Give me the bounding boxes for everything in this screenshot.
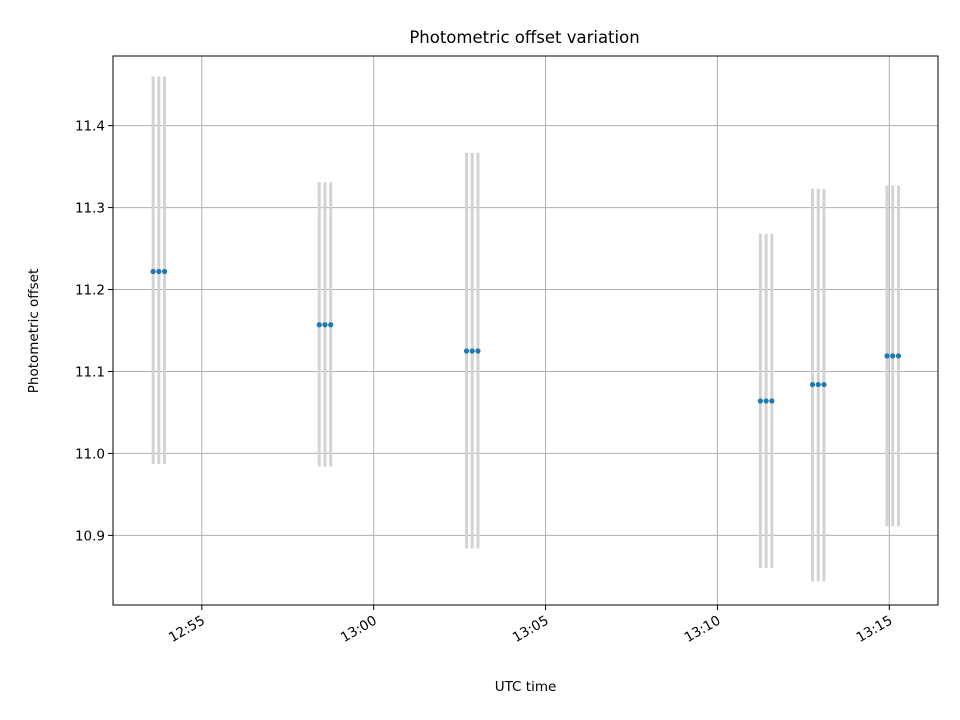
data-point — [884, 353, 890, 359]
data-point — [475, 348, 481, 354]
y-tick-label: 11.0 — [75, 446, 105, 462]
data-point — [763, 398, 769, 404]
chart-title: Photometric offset variation — [409, 28, 639, 47]
data-point — [322, 322, 328, 328]
data-point — [328, 322, 334, 328]
data-point — [769, 398, 775, 404]
y-tick-label: 10.9 — [75, 528, 105, 544]
y-tick-label: 11.2 — [75, 283, 105, 299]
data-points — [150, 268, 902, 404]
x-axis-label: UTC time — [495, 679, 557, 695]
data-point — [757, 398, 763, 404]
y-axis: 10.9 11.0 11.1 11.2 11.3 11.4 — [75, 119, 113, 544]
y-tick-label: 11.4 — [75, 119, 105, 135]
data-point — [161, 268, 168, 275]
plot-frame — [112, 55, 939, 606]
y-tick-label: 11.1 — [75, 364, 105, 380]
data-point — [821, 381, 827, 388]
data-point — [156, 268, 162, 275]
data-point — [890, 353, 896, 359]
data-point — [895, 353, 902, 359]
data-point — [150, 268, 156, 275]
data-point — [469, 348, 475, 354]
y-tick-label: 11.3 — [75, 201, 105, 217]
y-axis-label: Photometric offset — [26, 269, 42, 393]
data-point — [809, 381, 816, 388]
data-point — [463, 348, 470, 354]
data-point — [815, 381, 821, 388]
grid — [113, 56, 938, 605]
data-point — [316, 322, 322, 328]
